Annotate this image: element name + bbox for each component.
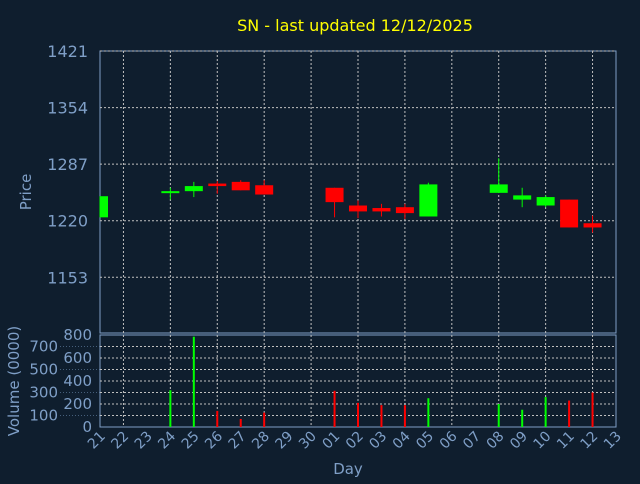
volume-tick-label: 400 [63, 372, 92, 390]
candle-body [372, 208, 391, 212]
volume-bar [521, 409, 524, 427]
price-tick-label: 1287 [47, 155, 88, 174]
x-tick-label: 22 [108, 429, 132, 453]
volume-axis-label: Volume (0000) [5, 326, 23, 436]
x-tick-label: 08 [484, 429, 508, 453]
price-tick-label: 1220 [47, 212, 88, 231]
volume-bar [427, 398, 430, 427]
candle-body [184, 186, 203, 192]
x-tick-label: 03 [366, 429, 390, 453]
volume-bar [497, 404, 500, 427]
volume-bar [357, 402, 359, 427]
candle-body [100, 196, 108, 218]
volume-bar [380, 405, 383, 427]
chart-title: SN - last updated 12/12/2025 [237, 16, 473, 35]
x-tick-label: 26 [202, 428, 226, 452]
volume-bar [544, 397, 547, 427]
volume-bar [239, 418, 242, 427]
candle-body [489, 184, 508, 193]
candle-body [419, 184, 438, 217]
price-tick-label: 1421 [47, 42, 88, 61]
x-tick-label: 10 [531, 429, 555, 453]
x-axis-label: Day [333, 460, 363, 478]
price-tick-label: 1153 [47, 268, 88, 287]
volume-tick-label: 500 [29, 361, 58, 379]
x-tick-label: 29 [273, 429, 297, 453]
candle-body [161, 191, 180, 194]
volume-tick-label: 800 [63, 326, 92, 344]
candle-body [255, 185, 274, 195]
volume-bar [169, 390, 172, 427]
x-tick-label: 27 [226, 429, 250, 453]
volume-tick-label: 600 [63, 349, 92, 367]
x-tick-label: 01 [319, 429, 343, 453]
volume-bar [568, 400, 571, 427]
volume-tick-label: 200 [63, 395, 92, 413]
volume-bar [192, 336, 195, 427]
candle-body [583, 223, 602, 228]
candle-body [560, 199, 579, 228]
x-tick-label: 05 [413, 429, 437, 453]
volume-bar [403, 405, 406, 427]
x-tick-label: 30 [296, 429, 320, 453]
x-tick-label: 23 [132, 429, 156, 453]
volume-tick-label: 0 [82, 418, 92, 436]
x-tick-label: 11 [554, 429, 578, 453]
volume-bar [591, 392, 594, 427]
candle-body [349, 205, 367, 212]
x-tick-label: 06 [437, 428, 461, 452]
x-tick-label: 04 [390, 428, 414, 452]
candle-body [231, 181, 250, 191]
candle-body [395, 207, 414, 214]
volume-tick-label: 300 [29, 384, 58, 402]
volume-tick-label: 100 [29, 407, 58, 425]
candle-body [536, 197, 555, 206]
x-tick-label: 09 [507, 429, 531, 453]
volume-bar [216, 410, 219, 427]
price-axis-label: Price [17, 174, 35, 211]
x-tick-label: 07 [460, 429, 484, 453]
x-tick-label: 12 [577, 429, 601, 453]
x-tick-label: 25 [179, 429, 203, 453]
x-tick-label: 02 [343, 429, 367, 453]
volume-bar [263, 412, 266, 427]
x-tick-label: 13 [601, 429, 625, 453]
candle-body [208, 183, 227, 187]
candle-body [325, 187, 344, 203]
volume-tick-label: 700 [29, 338, 58, 356]
candle-body [513, 195, 532, 200]
volume-bar [333, 390, 336, 427]
x-tick-label: 28 [249, 429, 273, 453]
price-tick-label: 1354 [47, 99, 88, 118]
x-tick-label: 24 [155, 428, 179, 452]
